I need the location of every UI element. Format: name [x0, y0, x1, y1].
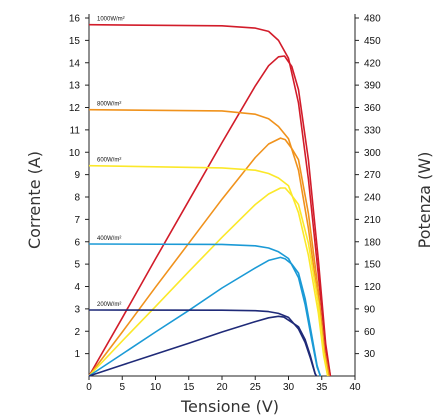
y-right-tick-label: 390 — [364, 81, 381, 92]
y-left-tick-label: 2 — [74, 327, 80, 338]
y-left-tick-label: 16 — [69, 14, 81, 25]
irradiance-label-1: 800W/m² — [97, 102, 121, 108]
x-tick-label: 30 — [283, 382, 295, 393]
y-right-tick-label: 450 — [364, 36, 381, 47]
pv-curve-2 — [88, 187, 329, 377]
y-left-axis-title: Corrente (A) — [25, 151, 44, 249]
y-left-tick-label: 3 — [74, 304, 80, 315]
axes — [88, 14, 356, 377]
y-right-tick-label: 180 — [364, 237, 381, 248]
y-right-tick-label: 240 — [364, 193, 381, 204]
y-right-tick-label: 90 — [364, 304, 376, 315]
y-right-tick-label: 330 — [364, 125, 381, 136]
x-tick-label: 15 — [183, 382, 195, 393]
y-left-tick-label: 13 — [69, 81, 81, 92]
iv-curve-2 — [88, 164, 329, 377]
x-tick-label: 20 — [216, 382, 228, 393]
y-right-axis-title: Potenza (W) — [415, 152, 434, 249]
pv-curve-3 — [88, 256, 322, 377]
x-tick-label: 5 — [119, 382, 125, 393]
y-left-tick-label: 10 — [69, 148, 81, 159]
pv-curve-1 — [88, 137, 330, 377]
pv-curve-0 — [88, 55, 332, 377]
y-left-tick-label: 9 — [74, 170, 80, 181]
y-left-tick-label: 12 — [69, 103, 81, 114]
y-right-tick-label: 210 — [364, 215, 381, 226]
iv-curve-0 — [88, 23, 332, 377]
x-tick-label: 25 — [250, 382, 262, 393]
y-right-tick-label: 300 — [364, 148, 381, 159]
x-axis-title: Tensione (V) — [180, 397, 279, 415]
y-left-tick-label: 1 — [74, 349, 80, 360]
y-right-tick-label: 420 — [364, 58, 381, 69]
y-left-tick-label: 5 — [74, 260, 80, 271]
y-left-tick-label: 11 — [70, 125, 81, 136]
y-left-tick-label: 4 — [74, 282, 80, 293]
irradiance-label-3: 400W/m² — [97, 236, 121, 242]
iv-curve-4 — [88, 309, 318, 377]
series-group — [88, 23, 332, 377]
y-right-tick-label: 30 — [364, 349, 376, 360]
irradiance-labels: 1000W/m² 800W/m² 600W/m² 400W/m² 200W/m² — [97, 17, 125, 308]
x-tick-label: 35 — [316, 382, 328, 393]
ticks: 0 5 10 15 20 25 30 35 40123456789101112131415163… — [69, 14, 381, 394]
irradiance-label-2: 600W/m² — [97, 158, 121, 164]
pv-curve-4 — [88, 315, 318, 377]
y-right-tick-label: 150 — [364, 260, 381, 271]
y-left-tick-label: 7 — [74, 215, 80, 226]
y-right-tick-label: 60 — [364, 327, 376, 338]
y-left-tick-label: 8 — [74, 193, 80, 204]
y-left-tick-label: 15 — [69, 36, 81, 47]
x-tick-label: 0 — [86, 382, 92, 393]
x-tick-label: 40 — [349, 382, 361, 393]
y-right-tick-label: 480 — [364, 14, 381, 25]
y-left-tick-label: 14 — [69, 58, 81, 69]
x-tick-label: 10 — [150, 382, 162, 393]
y-left-tick-label: 6 — [74, 237, 80, 248]
irradiance-label-0: 1000W/m² — [97, 17, 125, 23]
y-right-tick-label: 360 — [364, 103, 381, 114]
irradiance-label-4: 200W/m² — [97, 302, 121, 308]
y-right-tick-label: 120 — [364, 282, 381, 293]
y-right-tick-label: 270 — [364, 170, 381, 181]
